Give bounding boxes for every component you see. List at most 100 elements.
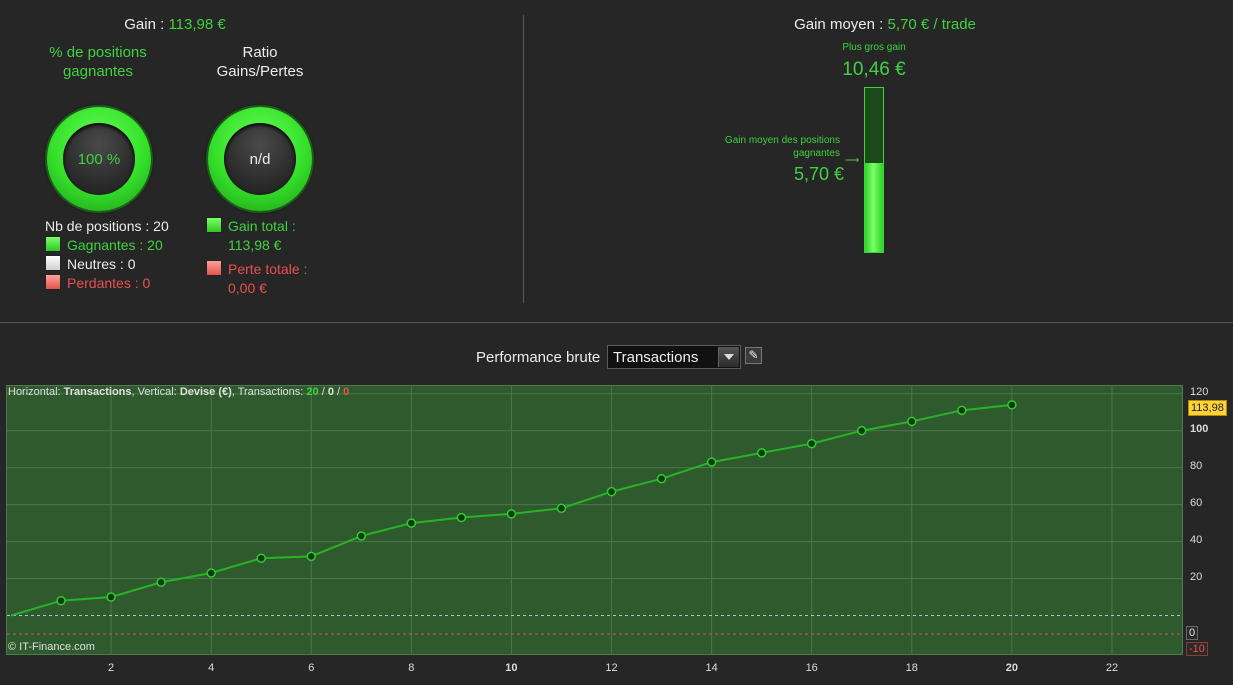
data-point [756,448,767,458]
data-point [156,577,166,587]
y-tick-label: 100 [1190,422,1209,435]
h-label: Horizontal: [8,386,61,398]
neg-badge: -10 [1186,642,1208,656]
last-value-badge: 113,98 [1188,400,1227,416]
chevron-down-icon[interactable] [718,347,739,367]
x-tick-label: 22 [1105,662,1119,674]
data-point [406,518,417,528]
data-point [1007,400,1017,410]
t-sep-2: / [337,386,341,398]
data-point [856,425,867,436]
avg-gain-label-line1: Gain moyen des positions [724,135,840,146]
wrench-icon[interactable]: ✎ [745,347,762,364]
green-square-icon [206,217,222,233]
x-tick-label: 18 [905,662,918,674]
red-square-icon [206,260,222,276]
y-tick-label: 80 [1190,459,1203,472]
data-point [506,509,517,519]
t-win: 20 [306,386,319,398]
data-point [106,592,116,602]
v-value: Devise (€) [179,386,232,398]
chart-info: Horizontal: Transactions, Vertical: Devi… [8,386,349,398]
ratio-gauge: n/d [208,107,312,211]
x-tick-label: 10 [505,662,518,674]
gain-moyen-label: Gain moyen : [794,16,884,33]
data-point [907,416,917,427]
avg-gain-label-line2: gagnantes [793,148,840,159]
x-tick-label: 4 [208,662,215,674]
max-gain-value: 10,46 € [842,59,906,80]
data-point [706,457,717,467]
data-point [606,486,617,497]
h-value: Transactions [63,386,132,398]
legend-neutres: Neutres : 0 [45,255,135,274]
data-point [56,595,66,606]
legend-perdantes: Perdantes : 0 [45,274,150,293]
y-tick-label: 40 [1190,533,1203,546]
x-tick-label: 16 [805,662,818,674]
x-tick-label: 20 [1005,662,1018,674]
perdantes-label: Perdantes : 0 [67,275,151,291]
ratio-title: Ratio Gains/Pertes [216,44,304,80]
legend-gain-total: Gain total : [206,217,296,236]
data-point [806,438,817,449]
data-point [656,473,667,484]
data-point [957,405,967,416]
ratio-value: n/d [224,123,296,195]
perte-totale-value: 0,00 € [228,280,267,296]
chart-svg [7,386,1182,654]
gain-bar [864,87,884,253]
gain-bar-fill [865,162,883,252]
x-tick-label: 8 [408,662,415,674]
gain-moyen-value: 5,70 € / trade [887,16,976,33]
gain-label: Gain : [124,16,165,33]
pct-value: 100 % [63,123,135,195]
t-sep-1: / [321,386,325,398]
t-neutral: 0 [327,386,334,398]
data-point [206,568,216,578]
x-tick-label: 2 [108,662,115,674]
legend-gagnantes: Gagnantes : 20 [45,236,163,255]
gain-moyen-header: Gain moyen : 5,70 € / trade [700,16,1070,33]
white-square-icon [45,255,61,271]
pct-gauge: 100 % [47,107,151,211]
gain-header: Gain : 113,98 € [0,16,350,33]
gain-total-value: 113,98 € [228,237,282,253]
t-label: , Transactions: [231,386,304,398]
copyright: © IT-Finance.com [8,641,95,653]
zero-badge: 0 [1186,626,1199,640]
t-loss: 0 [343,386,350,398]
data-point [306,551,317,562]
y-tick-label: 20 [1190,570,1203,583]
y-tick-label: 120 [1190,385,1209,398]
max-gain-label: Plus gros gain [842,42,906,53]
perf-label: Performance brute [476,349,601,366]
nb-positions: Nb de positions : 20 [45,218,169,234]
data-point [356,531,367,541]
pct-title: % de positions gagnantes [49,44,147,80]
red-square-icon [45,274,61,290]
data-point [456,512,467,523]
horizontal-divider [0,322,1233,323]
mode-select-value: Transactions [613,349,699,366]
data-point [556,503,567,514]
vertical-divider [523,15,524,303]
data-point [256,553,266,563]
chart-area [6,385,1183,655]
arrow-right-icon: ⟶ [845,155,860,166]
x-tick-label: 6 [308,662,315,674]
green-square-icon [45,236,61,252]
mode-select[interactable]: Transactions [607,345,741,369]
gain-value: 113,98 € [168,16,226,33]
legend-perte-totale: Perte totale : [206,260,307,279]
y-tick-label: 60 [1190,496,1203,509]
x-tick-label: 14 [705,662,718,674]
perte-totale-label: Perte totale : [228,261,308,277]
gain-total-label: Gain total : [228,218,296,234]
x-tick-label: 12 [605,662,618,674]
avg-gain-value: 5,70 € [793,164,844,184]
neutres-label: Neutres : 0 [67,256,136,272]
v-label: , Vertical: [131,386,177,398]
avg-gain-label: Gain moyen des positions gagnantes [690,134,840,160]
gagnantes-label: Gagnantes : 20 [67,237,163,253]
